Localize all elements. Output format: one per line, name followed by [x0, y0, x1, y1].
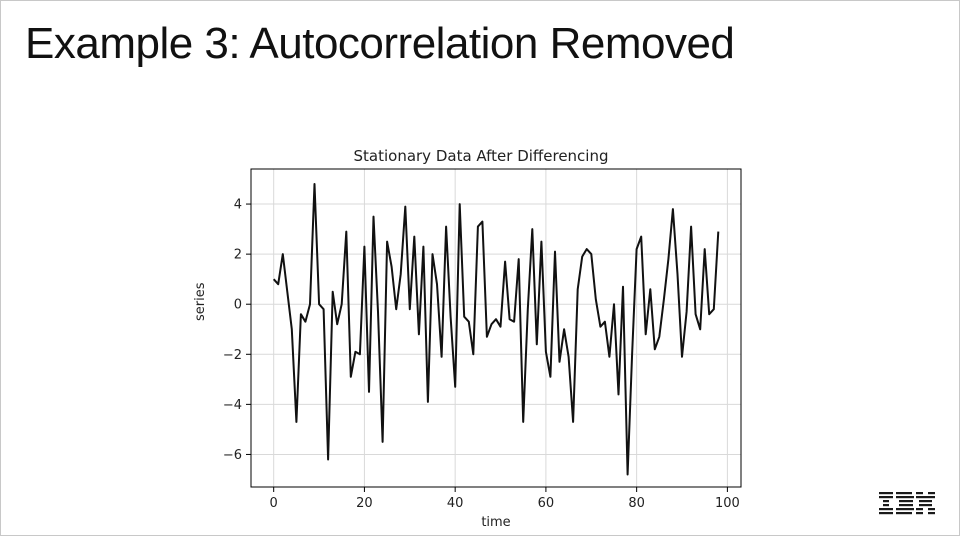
x-tick-label: 80 [628, 496, 645, 511]
ibm-logo [879, 492, 935, 515]
line-chart: 0 20 40 60 80 100 −6 −4 −2 0 2 4 [223, 168, 742, 511]
y-tick-label: 2 [234, 248, 242, 263]
slide-title: Example 3: Autocorrelation Removed [25, 19, 735, 68]
y-tick-label: −6 [223, 448, 242, 463]
series-line [272, 183, 720, 476]
x-tick-label: 20 [356, 496, 373, 511]
plot-frame [250, 168, 742, 488]
x-tick-label: 40 [447, 496, 464, 511]
x-axis-label: time [481, 515, 511, 530]
x-tick-label: 60 [538, 496, 555, 511]
y-tick-label: −4 [223, 398, 242, 413]
y-tick-label: 4 [234, 198, 242, 213]
x-tick-label: 0 [270, 496, 278, 511]
x-tick-label: 100 [715, 496, 740, 511]
y-tick-label: 0 [234, 298, 242, 313]
chart-title: Stationary Data After Differencing [353, 147, 609, 165]
y-axis-label: series [193, 282, 208, 322]
chart-container: 0 20 40 60 80 100 −6 −4 −2 0 2 4 [191, 139, 761, 537]
y-tick-label: −2 [223, 348, 242, 363]
